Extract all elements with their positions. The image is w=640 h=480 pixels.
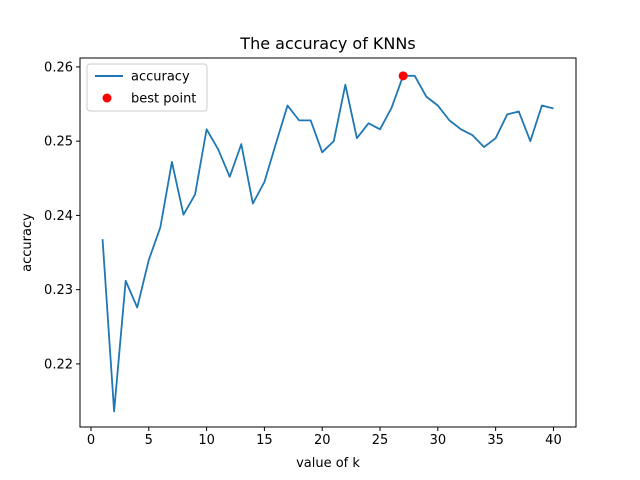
- series-line-accuracy: [101, 74, 554, 413]
- legend-label-best-point: best point: [131, 92, 196, 107]
- series-point-accuracy: [286, 104, 289, 107]
- series-point-accuracy: [436, 104, 439, 107]
- series-point-accuracy: [205, 128, 208, 131]
- series-point-accuracy: [552, 107, 555, 110]
- x-tick-label: 10: [198, 433, 215, 448]
- series-point-accuracy: [379, 128, 382, 131]
- x-tick-label: 0: [87, 433, 95, 448]
- x-tick-label: 35: [487, 433, 504, 448]
- series-point-accuracy: [448, 119, 451, 122]
- series-point-accuracy: [355, 137, 358, 140]
- legend-label-accuracy: accuracy: [131, 70, 190, 85]
- series-point-accuracy: [471, 134, 474, 137]
- legend: accuracy best point: [86, 63, 208, 112]
- x-tick-label: 40: [545, 433, 562, 448]
- series-point-accuracy: [483, 146, 486, 149]
- y-tick-label: 0.26: [44, 60, 73, 75]
- plot-area-frame: [79, 57, 577, 428]
- series-point-accuracy: [494, 137, 497, 140]
- series-point-accuracy: [251, 202, 254, 205]
- series-point-accuracy: [298, 119, 301, 122]
- series-point-accuracy: [309, 119, 312, 122]
- series-point-accuracy: [332, 140, 335, 143]
- series-point-accuracy: [101, 238, 104, 241]
- series-point-accuracy: [182, 213, 185, 216]
- series-point-accuracy: [263, 180, 266, 183]
- x-tick-label: 25: [372, 433, 389, 448]
- series-point-accuracy: [321, 151, 324, 154]
- y-tick-label: 0.23: [44, 283, 73, 298]
- series-point-accuracy: [159, 226, 162, 229]
- series-point-accuracy: [217, 148, 220, 151]
- x-tick-label: 5: [145, 433, 153, 448]
- y-tick-label: 0.25: [44, 135, 73, 150]
- series-point-accuracy: [425, 95, 428, 98]
- series-point-accuracy: [540, 104, 543, 107]
- y-tick-label: 0.24: [44, 209, 73, 224]
- best-point-marker: [398, 71, 408, 81]
- x-tick-label: 30: [430, 433, 447, 448]
- x-tick-label: 15: [256, 433, 273, 448]
- series-point-accuracy: [529, 140, 532, 143]
- series-point-accuracy: [274, 142, 277, 145]
- series-point-accuracy: [240, 143, 243, 146]
- chart-title: The accuracy of KNNs: [239, 34, 415, 53]
- series-point-accuracy: [147, 258, 150, 261]
- x-tick-label: 20: [314, 433, 331, 448]
- series-point-accuracy: [344, 83, 347, 86]
- series-point-accuracy: [113, 410, 116, 413]
- x-axis-label: value of k: [296, 456, 360, 471]
- series-point-accuracy: [228, 175, 231, 178]
- series-point-accuracy: [506, 113, 509, 116]
- series-point-accuracy: [413, 74, 416, 77]
- series-point-accuracy: [367, 122, 370, 125]
- y-tick-label: 0.22: [44, 357, 73, 372]
- legend-marker-best-point: [102, 93, 112, 103]
- series-point-accuracy: [124, 279, 127, 282]
- y-axis-label: accuracy: [20, 213, 35, 272]
- series-point-accuracy: [390, 106, 393, 109]
- series-point-accuracy: [194, 193, 197, 196]
- series-point-accuracy: [459, 128, 462, 131]
- series-point-accuracy: [170, 160, 173, 163]
- series-point-accuracy: [517, 110, 520, 113]
- series-point-accuracy: [136, 306, 139, 309]
